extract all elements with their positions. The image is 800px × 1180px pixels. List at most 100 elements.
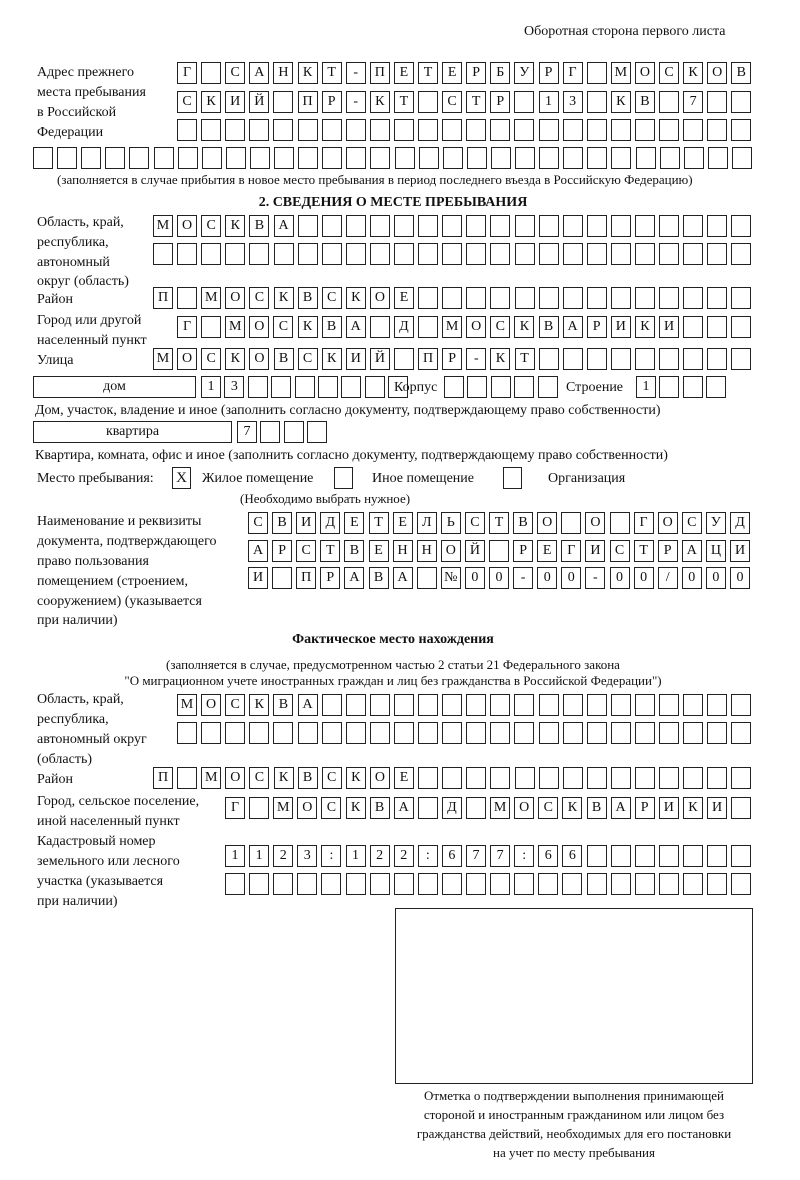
char-cell[interactable]: - [345,91,366,113]
house-type-field[interactable]: дом [33,376,196,398]
char-cell[interactable]: В [344,540,365,562]
char-cell[interactable] [307,421,328,443]
char-cell[interactable] [418,767,439,789]
char-cell[interactable] [514,91,535,113]
char-cell[interactable] [466,694,487,716]
char-cell[interactable]: В [538,316,559,338]
char-cell[interactable]: С [249,767,270,789]
char-cell[interactable]: 7 [466,845,486,867]
char-cell[interactable] [538,767,559,789]
char-cell[interactable] [539,147,560,169]
char-cell[interactable]: 6 [538,845,559,867]
char-cell[interactable] [634,873,655,895]
char-cell[interactable]: 0 [537,567,558,589]
char-cell[interactable]: 7 [683,91,704,113]
char-cell[interactable] [225,119,246,141]
char-cell[interactable] [273,119,294,141]
char-cell[interactable]: Е [368,540,389,562]
char-cell[interactable]: В [369,797,390,819]
char-cell[interactable] [490,873,511,895]
char-cell[interactable] [706,376,727,398]
char-cell[interactable]: Г [225,797,245,819]
char-cell[interactable] [659,376,680,398]
char-cell[interactable] [273,722,294,744]
char-cell[interactable]: В [273,694,294,716]
char-cell[interactable]: В [586,797,607,819]
char-cell[interactable] [659,694,679,716]
char-cell[interactable] [442,287,463,309]
char-cell[interactable]: Н [416,540,437,562]
char-cell[interactable] [225,243,246,265]
char-cell[interactable]: Е [442,62,463,84]
char-cell[interactable] [225,147,246,169]
char-cell[interactable]: Г [633,512,654,534]
char-cell[interactable]: К [321,348,342,370]
char-cell[interactable] [683,722,704,744]
char-cell[interactable] [562,722,583,744]
char-cell[interactable]: М [490,797,511,819]
char-cell[interactable]: О [369,287,390,309]
char-cell[interactable] [201,243,222,265]
char-cell[interactable] [364,376,385,398]
char-cell[interactable] [105,147,126,169]
char-cell[interactable] [731,694,752,716]
char-cell[interactable] [658,845,679,867]
char-cell[interactable] [731,348,752,370]
char-cell[interactable] [225,722,246,744]
char-cell[interactable]: 1 [345,845,366,867]
char-cell[interactable] [442,119,463,141]
char-cell[interactable] [683,119,704,141]
char-cell[interactable]: А [345,316,366,338]
char-cell[interactable]: Р [321,91,342,113]
char-cell[interactable] [321,722,342,744]
char-cell[interactable]: С [249,287,270,309]
char-cell[interactable] [514,873,535,895]
char-cell[interactable] [683,215,704,237]
char-cell[interactable]: К [682,797,703,819]
char-cell[interactable]: Б [490,62,511,84]
char-cell[interactable]: В [321,316,342,338]
char-cell[interactable]: Т [320,540,341,562]
char-cell[interactable] [466,147,487,169]
char-cell[interactable]: Ц [705,540,726,562]
char-cell[interactable] [318,376,338,398]
char-cell[interactable]: К [249,694,270,716]
char-cell[interactable] [659,215,680,237]
char-cell[interactable] [707,348,728,370]
char-cell[interactable]: С [321,767,342,789]
char-cell[interactable]: М [201,767,222,789]
char-cell[interactable] [707,119,728,141]
char-cell[interactable]: В [297,287,318,309]
char-cell[interactable] [466,873,486,895]
char-cell[interactable] [247,376,268,398]
char-cell[interactable]: С [273,316,294,338]
char-cell[interactable] [707,147,728,169]
char-cell[interactable]: Г [177,316,197,338]
char-cell[interactable] [272,567,293,589]
char-cell[interactable] [731,316,752,338]
char-cell[interactable] [586,243,607,265]
char-cell[interactable] [177,119,197,141]
char-cell[interactable] [467,376,488,398]
char-cell[interactable] [658,873,679,895]
char-cell[interactable] [610,722,631,744]
char-cell[interactable]: Р [272,540,293,562]
char-cell[interactable]: М [225,316,246,338]
char-cell[interactable] [562,215,583,237]
char-cell[interactable] [683,287,704,309]
char-cell[interactable] [418,316,438,338]
char-cell[interactable] [225,873,245,895]
char-cell[interactable] [321,694,342,716]
char-cell[interactable]: 6 [441,845,462,867]
char-cell[interactable]: С [248,512,268,534]
char-cell[interactable] [345,722,366,744]
char-cell[interactable] [370,147,391,169]
char-cell[interactable] [249,119,270,141]
char-cell[interactable]: М [442,316,463,338]
char-cell[interactable] [707,243,728,265]
char-cell[interactable] [538,215,559,237]
char-cell[interactable]: Г [177,62,197,84]
char-cell[interactable]: О [537,512,558,534]
char-cell[interactable]: О [225,287,246,309]
char-cell[interactable]: К [273,767,294,789]
